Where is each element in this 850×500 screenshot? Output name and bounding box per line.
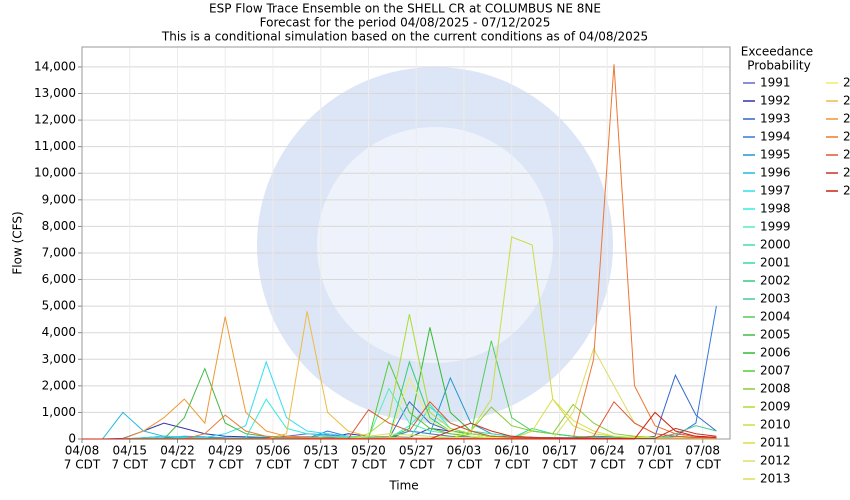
legend-label: 1993	[760, 112, 791, 126]
chart-title: ESP Flow Trace Ensemble on the SHELL CR …	[209, 2, 601, 16]
y-tick-label: 2,000	[42, 378, 76, 392]
x-tick-label: 06/10	[494, 444, 529, 458]
legend-label: 2015	[843, 94, 850, 108]
legend-label: 1991	[760, 76, 791, 90]
y-tick-label: 12,000	[34, 113, 76, 127]
legend-label: 2020	[843, 184, 850, 198]
x-tick-sublabel: 7 CDT	[637, 458, 674, 472]
watermark-inner	[317, 127, 553, 363]
legend-label: 1995	[760, 148, 791, 162]
x-tick-sublabel: 7 CDT	[350, 458, 387, 472]
x-tick-label: 07/01	[638, 444, 673, 458]
legend-label: 1997	[760, 184, 791, 198]
legend-label: 2018	[843, 148, 850, 162]
y-tick-label: 4,000	[42, 325, 76, 339]
legend-label: 2008	[760, 382, 791, 396]
x-tick-sublabel: 7 CDT	[541, 458, 578, 472]
x-tick-sublabel: 7 CDT	[159, 458, 196, 472]
legend-title: Exceedance	[741, 45, 813, 59]
legend-label: 1994	[760, 130, 791, 144]
x-tick-sublabel: 7 CDT	[398, 458, 435, 472]
x-tick-sublabel: 7 CDT	[494, 458, 531, 472]
x-tick-sublabel: 7 CDT	[112, 458, 149, 472]
legend-label: 2016	[843, 112, 850, 126]
series-line	[82, 411, 717, 440]
x-axis-label: Time	[388, 479, 418, 493]
x-tick-label: 07/08	[685, 444, 720, 458]
legend-label: 1999	[760, 220, 791, 234]
legend-label: 2012	[760, 454, 791, 468]
x-tick-sublabel: 7 CDT	[589, 458, 626, 472]
x-tick-sublabel: 7 CDT	[255, 458, 292, 472]
y-tick-label: 1,000	[42, 405, 76, 419]
y-tick-label: 11,000	[34, 139, 76, 153]
x-tick-label: 04/22	[160, 444, 195, 458]
legend-label: 2002	[760, 274, 791, 288]
y-tick-label: 14,000	[34, 59, 76, 73]
legend-label: 1998	[760, 202, 791, 216]
x-tick-label: 05/06	[256, 444, 291, 458]
y-tick-label: 0	[68, 432, 76, 446]
x-tick-label: 06/24	[590, 444, 625, 458]
x-tick-label: 05/13	[303, 444, 338, 458]
legend-label: 2017	[843, 130, 850, 144]
legend-label: 1996	[760, 166, 791, 180]
chart-subtitle: Forecast for the period 04/08/2025 - 07/…	[260, 16, 551, 30]
x-tick-label: 04/15	[112, 444, 147, 458]
x-tick-sublabel: 7 CDT	[446, 458, 483, 472]
y-tick-label: 13,000	[34, 86, 76, 100]
legend-label: 2000	[760, 238, 791, 252]
legend-label: 2011	[760, 436, 791, 450]
x-tick-label: 05/20	[351, 444, 386, 458]
chart-subtitle: This is a conditional simulation based o…	[161, 30, 648, 44]
y-tick-label: 10,000	[34, 166, 76, 180]
x-tick-label: 06/03	[447, 444, 482, 458]
legend-label: 2009	[760, 400, 791, 414]
x-tick-sublabel: 7 CDT	[685, 458, 722, 472]
legend-label: 2001	[760, 256, 791, 270]
x-tick-label: 04/08	[65, 444, 100, 458]
x-tick-label: 06/17	[542, 444, 577, 458]
legend-title: Probability	[747, 59, 810, 73]
legend-label: 2010	[760, 418, 791, 432]
x-tick-sublabel: 7 CDT	[303, 458, 340, 472]
legend-label: 1992	[760, 94, 791, 108]
y-tick-label: 7,000	[42, 245, 76, 259]
legend-label: 2004	[760, 310, 791, 324]
legend-label: 2006	[760, 346, 791, 360]
y-axis-label: Flow (CFS)	[11, 211, 25, 274]
y-tick-label: 9,000	[42, 192, 76, 206]
x-tick-sublabel: 7 CDT	[207, 458, 244, 472]
y-tick-label: 3,000	[42, 352, 76, 366]
x-tick-label: 04/29	[208, 444, 243, 458]
y-tick-label: 6,000	[42, 272, 76, 286]
legend-label: 2019	[843, 166, 850, 180]
legend-label: 2003	[760, 292, 791, 306]
legend-label: 2007	[760, 364, 791, 378]
x-tick-label: 05/27	[399, 444, 434, 458]
y-tick-label: 8,000	[42, 219, 76, 233]
legend-label: 2013	[760, 472, 791, 486]
legend-label: 2005	[760, 328, 791, 342]
legend-label: 2014	[843, 76, 850, 90]
x-tick-sublabel: 7 CDT	[64, 458, 101, 472]
y-tick-label: 5,000	[42, 299, 76, 313]
